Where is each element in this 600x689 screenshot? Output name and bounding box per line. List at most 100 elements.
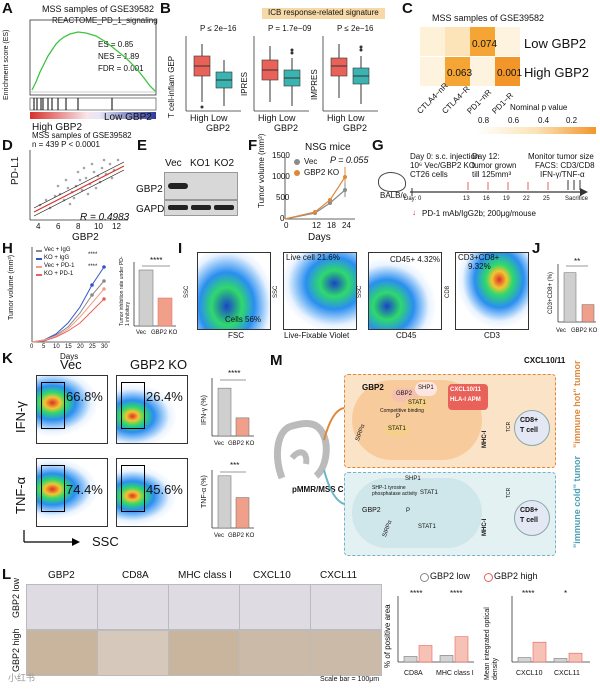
- scatter-xtick-4: 12: [112, 222, 121, 231]
- l-chart1-ylabel: % of positive area: [383, 604, 392, 668]
- heatmap-legend-tick-3: 0.2: [566, 116, 578, 125]
- f-legend-dot-ko: [294, 170, 300, 176]
- k-col-ko: GBP2 KO: [130, 357, 188, 372]
- f-ytick-0: 0: [280, 214, 285, 223]
- h-xtick-3: 15: [65, 344, 72, 350]
- h-xtick-6: 30: [101, 344, 108, 350]
- j-stars: **: [574, 257, 581, 266]
- k-bar2-ylabel: TNF-α (%): [201, 475, 208, 508]
- panel-label-k: K: [2, 350, 13, 367]
- k-row-tnf: TNF-α: [13, 476, 28, 514]
- boxplot-3-xticks: High Low: [327, 113, 365, 123]
- flow-plot2-x: Live-Fixable Violet: [284, 331, 350, 340]
- g-step3c: IFN-γ/TNF-α: [540, 170, 585, 179]
- m-tcell-label-cold: T cell: [520, 517, 538, 524]
- j-bar-chart: [557, 264, 596, 323]
- l-legend-high: GBP2 high: [494, 571, 538, 581]
- wb-lane-2: KO2: [214, 158, 235, 169]
- k-flow-vec-tnf: [36, 458, 108, 527]
- h-bar-chart: [133, 262, 176, 327]
- panel-label-m: M: [270, 352, 283, 369]
- k-bar2-chart: [211, 470, 254, 529]
- flow-plot-cells: [197, 252, 271, 330]
- scatter-xtick-0: 4: [36, 222, 41, 231]
- g-step2c: till 125mm³: [472, 170, 512, 179]
- wb-band: [168, 205, 188, 210]
- m-tcell-label-hot: T cell: [520, 427, 538, 434]
- m-cold-label: "immune cold" tumor: [572, 455, 582, 548]
- f-xtick-0: 0: [284, 221, 289, 230]
- ihc-low-cxcl11: [310, 584, 382, 630]
- m-tcr-hot: TCR: [506, 421, 512, 432]
- m-shp1-shape: [415, 382, 437, 396]
- m-shp1-hot: SHP1: [418, 385, 434, 391]
- m-arrows: [323, 407, 345, 505]
- g-timeline: [410, 180, 588, 196]
- bar-cxcl11-high: [568, 652, 583, 663]
- g-step2b: tumor grown: [472, 161, 517, 170]
- l-chart1-x-1: MHC class I: [436, 670, 474, 677]
- l-row-high: GBP2 high: [11, 628, 21, 672]
- boxplot-2-p: P = 1.7e−09: [268, 24, 312, 33]
- panel-label-c: C: [402, 0, 413, 17]
- g-day-5: 25: [543, 196, 550, 202]
- panel-label-d: D: [2, 137, 13, 154]
- k-col-vec: Vec: [60, 357, 82, 372]
- bar-cd8a-high: [418, 645, 433, 663]
- bar-gbp2-ko: [581, 304, 595, 323]
- flow-plot-cd45: [368, 252, 442, 330]
- g-day-4: 22: [523, 196, 530, 202]
- l-col-4: CXCL11: [320, 570, 358, 581]
- scatter-xtick-1: 6: [56, 222, 61, 231]
- h-bar-ylabel: Tumor inhibition rate under PD-1 inhibit…: [119, 256, 131, 326]
- h-xtick-4: 20: [77, 344, 84, 350]
- g-step3b: FACS: CD3/CD8: [535, 161, 595, 170]
- flow-plot1-pct: Cells 56%: [225, 315, 262, 324]
- k-gate: [41, 382, 65, 429]
- l-row-low: GBP2 low: [11, 577, 21, 618]
- panel-label-f: F: [248, 137, 258, 154]
- panel-label-j: J: [532, 240, 541, 257]
- m-hla: HLA-I APM: [450, 397, 481, 403]
- wb-band: [168, 183, 188, 189]
- h-legend-3: KO + PD-1: [44, 271, 74, 277]
- l-col-1: CD8A: [122, 570, 149, 581]
- g-step1b: 10⁶ Vec/GBP2 KO: [410, 161, 476, 170]
- flow-plot4-x: CD3: [484, 331, 501, 340]
- l-chart2-ylabel: Mean integrated optical density: [484, 607, 500, 680]
- k-flow-ko-ifn: [116, 375, 188, 444]
- panel-label-b: B: [160, 0, 171, 17]
- j-x-0: Vec: [556, 328, 567, 334]
- heatmap-legend-tick-2: 0.4: [538, 116, 550, 125]
- m-cold-cell: [352, 478, 482, 548]
- bar-vec: [563, 272, 577, 323]
- j-x-1: GBP2 KO: [571, 328, 598, 334]
- k-flow-vec-ifn: [36, 375, 108, 444]
- f-xtick-3: 24: [342, 221, 351, 230]
- m-tcell-cold: [514, 500, 550, 536]
- l-watermark: 小红书: [8, 673, 36, 683]
- l-col-3: CXCL10: [253, 570, 291, 581]
- bar-mhc-class-i-low: [439, 655, 454, 663]
- heatmap-legend-tick-0: 0.8: [478, 116, 490, 125]
- panel-a-ylabel: Enrichment score (ES): [3, 29, 10, 100]
- f-p-value: P = 0.055: [330, 155, 369, 165]
- h-legend-2: Vec + PD-1: [44, 263, 75, 269]
- panel-label-g: G: [372, 137, 384, 154]
- l-chart2-x-1: CXCL11: [554, 670, 580, 677]
- m-tcr-cold: TCR: [506, 487, 512, 498]
- flow-plot4-y: CD8: [445, 285, 451, 298]
- wb-lane-0: Vec: [165, 158, 182, 169]
- heatmap-title: MSS samples of GSE39582: [432, 13, 545, 23]
- boxplot-1-ylabel: T cell-inflam GEP: [167, 55, 176, 118]
- m-stat1-cold2: STAT1: [418, 524, 436, 530]
- gsea-left-label: High GBP2: [32, 122, 83, 133]
- gsea-curve: [31, 31, 156, 92]
- boxplot-2-xticks: High Low: [258, 113, 296, 123]
- k-bar1-stars: ****: [228, 369, 241, 378]
- h-xtick-5: 25: [89, 344, 96, 350]
- boxplot-2-xlabel: GBP2: [274, 123, 299, 133]
- panel-label-i: I: [178, 240, 183, 257]
- l-legend-low: GBP2 low: [430, 571, 471, 581]
- m-shp1act: SHP-1 tyrosine phosphatase activity: [372, 485, 418, 497]
